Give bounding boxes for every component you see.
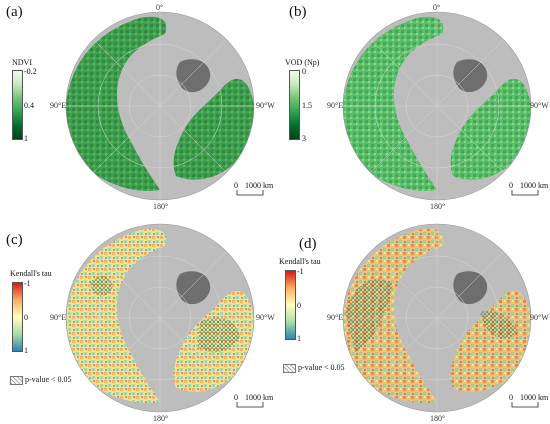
meridian-right-b: 90°W	[530, 101, 549, 110]
legend-tick-b-0: 0	[302, 67, 306, 76]
legend-title-d: Kendall's tau	[279, 257, 321, 266]
eurasia-landmass	[66, 16, 167, 191]
scale-zero-d: 0	[509, 393, 513, 402]
legend-title-b: VOD (Np)	[285, 58, 320, 67]
legend-tick-c-2: 1	[24, 346, 28, 355]
meridian-bottom-a: 180°	[153, 202, 169, 211]
significance-hatching	[345, 279, 517, 352]
meridian-right-c: 90°W	[256, 313, 275, 322]
greenland	[453, 59, 488, 93]
panel-label-a: (a)	[6, 4, 23, 20]
polar-map-c	[65, 223, 264, 413]
legend-tick-a-1: 0.4	[24, 101, 34, 110]
panel-label-d: (d)	[299, 236, 317, 252]
significance-legend-text-d: p-value < 0.05	[298, 363, 345, 372]
colorbar-c	[12, 282, 23, 352]
eurasia-landmass	[66, 228, 167, 403]
greenland	[176, 59, 211, 93]
colorbar-a	[12, 70, 23, 140]
legend-tick-d-2: 1	[297, 334, 301, 343]
panel-label-b: (b)	[289, 4, 307, 20]
graticule	[66, 12, 254, 200]
significance-legend-text-c: p-value < 0.05	[25, 375, 72, 384]
meridian-left-a: 90°E	[50, 101, 67, 110]
scale-distance-c: 1000 km	[245, 393, 274, 402]
scale-zero-b: 0	[509, 181, 513, 190]
graticule	[343, 12, 531, 200]
significance-legend-swatch-d	[283, 364, 296, 373]
significance-legend-swatch-c	[10, 376, 23, 385]
legend-tick-a-0: -0.2	[24, 67, 37, 76]
meridian-top-a: 0°	[156, 3, 164, 12]
meridian-bottom-d: 180°	[430, 414, 446, 423]
polar-map-d	[342, 223, 539, 413]
scale-distance-d: 1000 km	[520, 393, 549, 402]
legend-tick-b-1: 1.5	[302, 101, 312, 110]
meridian-left-b: 90°E	[327, 101, 344, 110]
significance-hatching	[90, 275, 240, 353]
panel-d: (d)	[275, 212, 550, 424]
legend-tick-b-2: 3	[302, 134, 306, 143]
legend-tick-d-0: -1	[297, 267, 304, 276]
panel-label-c: (c)	[6, 232, 23, 248]
meridian-right-a: 90°W	[256, 101, 275, 110]
legend-title-c: Kendall's tau	[10, 269, 52, 278]
legend-tick-c-0: -1	[24, 279, 31, 288]
north-america-landmass	[450, 78, 531, 180]
north-america-landmass	[173, 78, 254, 180]
greenland	[176, 271, 211, 305]
panel-b: (b) 0° 180° 90°E 90°W VOD (Np) 0	[275, 0, 550, 212]
greenland	[453, 271, 488, 305]
legend-tick-d-1: 0	[297, 301, 301, 310]
legend-tick-a-2: 1	[24, 134, 28, 143]
scale-zero-c: 0	[234, 393, 238, 402]
panel-c: (c)	[0, 212, 275, 424]
meridian-left-d: 90°E	[327, 313, 344, 322]
polar-map-a	[65, 11, 264, 201]
meridian-left-c: 90°E	[50, 313, 67, 322]
north-america-landmass	[450, 290, 531, 392]
legend-title-a: NDVI	[12, 58, 32, 67]
meridian-bottom-c: 180°	[153, 414, 169, 423]
scale-bar-a	[236, 190, 264, 196]
colorbar-d	[285, 270, 296, 340]
meridian-top-b: 0°	[433, 3, 441, 12]
scale-zero-a: 0	[234, 181, 238, 190]
eurasia-landmass	[343, 228, 444, 403]
polar-map-b	[342, 11, 539, 201]
legend-tick-c-1: 0	[24, 313, 28, 322]
eurasia-landmass	[343, 16, 444, 191]
colorbar-b	[289, 70, 300, 140]
panel-a: (a) 0° 180° 90°E 90°W NDVI	[0, 0, 275, 212]
meridian-right-d: 90°W	[530, 313, 549, 322]
scale-distance-a: 1000 km	[245, 181, 274, 190]
meridian-bottom-b: 180°	[430, 202, 446, 211]
scale-distance-b: 1000 km	[520, 181, 549, 190]
